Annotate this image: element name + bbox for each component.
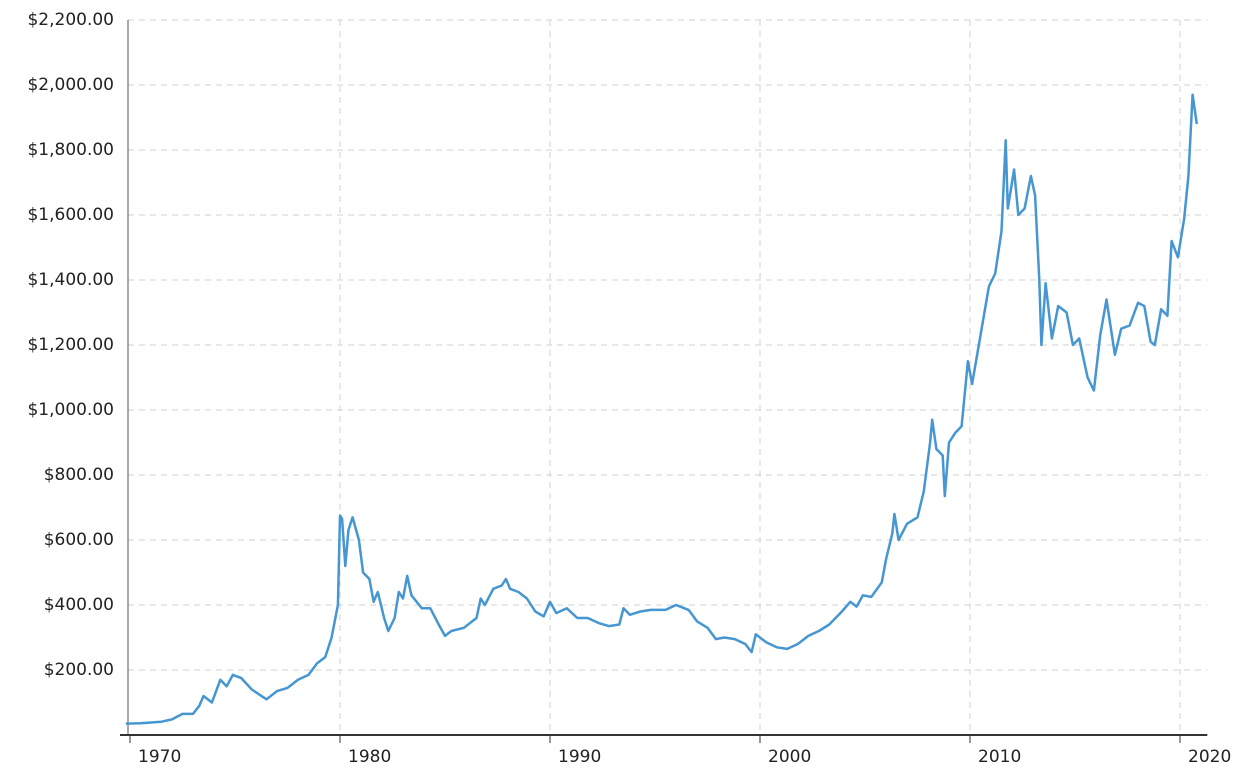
- y-tick-label: $1,200.00: [27, 335, 114, 355]
- y-tick-label: $1,000.00: [27, 400, 114, 420]
- y-tick-label: $2,000.00: [27, 75, 114, 95]
- price-line: [125, 93, 1199, 725]
- x-tick-label: 1980: [348, 747, 391, 767]
- y-tick-label: $1,600.00: [27, 205, 114, 225]
- y-tick-label: $1,400.00: [27, 270, 114, 290]
- y-tick-label: $1,800.00: [27, 140, 114, 160]
- x-tick-label: 1970: [138, 747, 181, 767]
- x-tick-label: 1990: [558, 747, 601, 767]
- y-tick-label: $600.00: [44, 530, 114, 550]
- y-tick-label: $800.00: [44, 465, 114, 485]
- y-tick-label: $400.00: [44, 595, 114, 615]
- y-tick-label: $200.00: [44, 660, 114, 680]
- x-tick-label: 2010: [978, 747, 1021, 767]
- x-tick-label: 2020: [1188, 747, 1231, 767]
- x-tick-label: 2000: [768, 747, 811, 767]
- y-tick-label: $2,200.00: [27, 10, 114, 30]
